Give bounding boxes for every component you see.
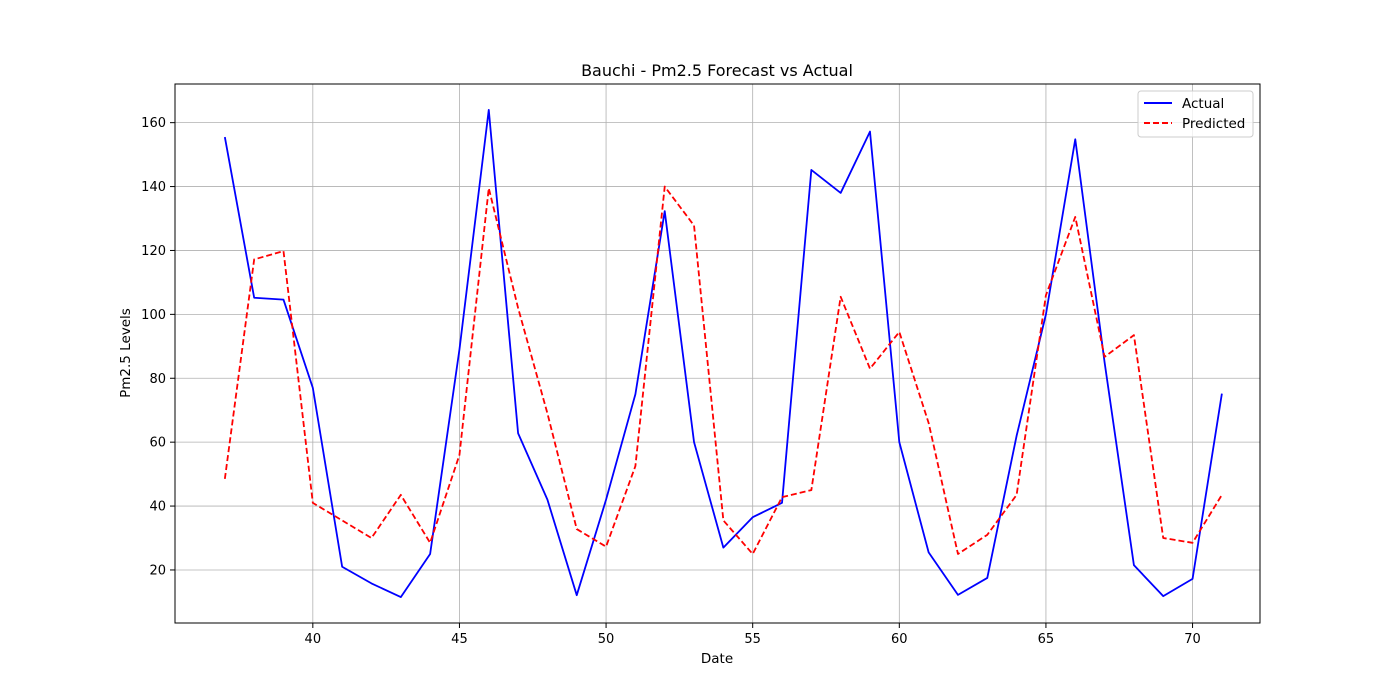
x-tick-label: 40: [305, 632, 322, 647]
x-tick-label: 60: [891, 632, 908, 647]
x-tick-label: 45: [451, 632, 468, 647]
legend-label-actual: Actual: [1182, 96, 1224, 112]
x-tick-label: 50: [598, 632, 615, 647]
x-tick-label: 55: [744, 632, 761, 647]
legend-label-predicted: Predicted: [1182, 116, 1245, 132]
y-tick-label: 120: [141, 244, 166, 259]
series-line-predicted: [223, 185, 1223, 555]
grid-layer: [175, 84, 1260, 623]
y-tick-label: 40: [149, 500, 166, 515]
chart-title: Bauchi - Pm2.5 Forecast vs Actual: [581, 61, 853, 80]
series-line-actual: [223, 108, 1223, 599]
y-tick-label: 140: [141, 180, 166, 195]
x-axis-label: Date: [701, 651, 733, 667]
tick-layer: 40 45 50 55 60 65 70 20 40 60 80 100 120 140 160: [141, 116, 1201, 647]
y-tick-label: 60: [149, 436, 166, 451]
y-tick-label: 20: [149, 563, 166, 578]
legend: Actual Predicted: [1137, 90, 1254, 138]
x-tick-label: 70: [1184, 632, 1201, 647]
series-layer: [223, 108, 1223, 599]
y-axis-label: Pm2.5 Levels: [118, 308, 134, 398]
y-tick-label: 80: [149, 372, 166, 387]
plot-area-frame: [174, 83, 1261, 624]
y-tick-label: 100: [141, 308, 166, 323]
y-tick-label: 160: [141, 116, 166, 131]
x-tick-label: 65: [1038, 632, 1055, 647]
